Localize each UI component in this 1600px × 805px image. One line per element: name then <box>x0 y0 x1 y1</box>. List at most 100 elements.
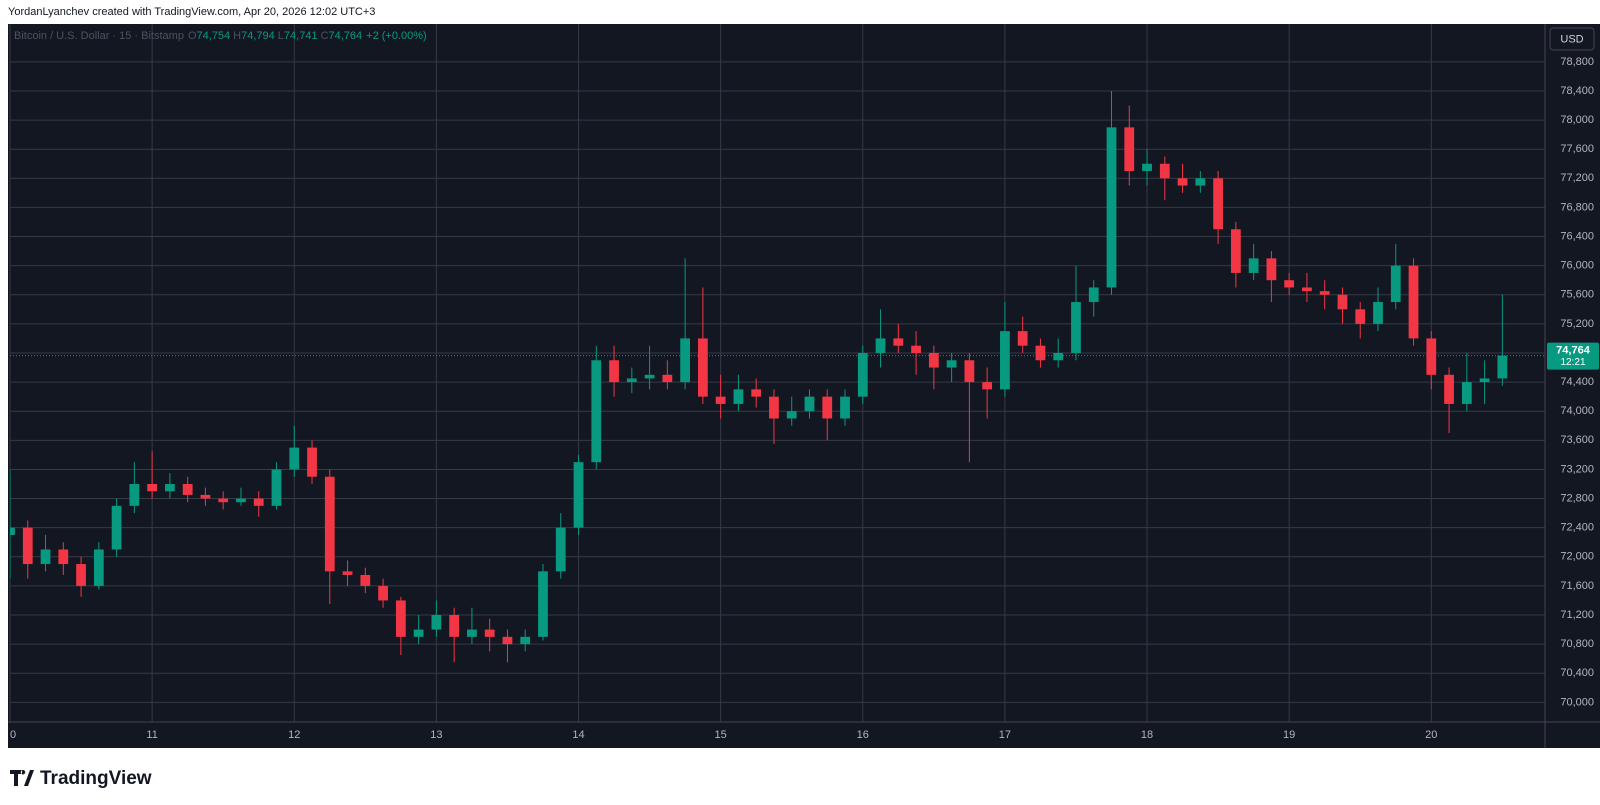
candle-body <box>1373 302 1383 324</box>
x-tick-label: 0 <box>10 729 16 741</box>
y-tick-label: 76,000 <box>1560 260 1594 272</box>
candle-body <box>76 564 86 586</box>
candle-body <box>928 352 939 368</box>
candle-body <box>22 527 33 565</box>
candle-body <box>662 374 673 383</box>
candle-body <box>769 396 779 419</box>
candle-body <box>893 338 904 346</box>
candle-body <box>751 389 762 397</box>
candle-body <box>271 469 282 506</box>
candle-body <box>129 483 140 506</box>
y-tick-label: 72,000 <box>1560 551 1594 563</box>
candle-body <box>182 483 193 495</box>
candle-body <box>360 574 371 586</box>
candle-body <box>1142 163 1152 172</box>
candle-body <box>786 411 797 419</box>
x-tick-label: 15 <box>715 729 727 741</box>
candle-body <box>946 360 957 368</box>
currency-label[interactable]: USD <box>1560 33 1583 45</box>
candle-body <box>165 483 175 492</box>
candle-body <box>1461 382 1472 404</box>
candle-body <box>697 338 708 397</box>
candle-body <box>1355 309 1366 324</box>
candle-body <box>10 527 15 535</box>
candle-body <box>467 629 477 637</box>
candle-body <box>733 389 744 404</box>
y-tick-label: 71,200 <box>1560 609 1594 621</box>
candle-body <box>1017 331 1028 346</box>
y-tick-label: 78,800 <box>1560 56 1594 68</box>
candle-body <box>111 505 122 550</box>
last-price-tag <box>1547 342 1599 370</box>
currency-button[interactable] <box>1549 27 1595 51</box>
candle-body <box>1124 127 1135 172</box>
candle-body <box>1444 374 1454 404</box>
y-tick-label: 78,400 <box>1560 85 1594 97</box>
candle-body <box>609 360 619 383</box>
candle-body <box>538 571 548 637</box>
legend-value: 74,794 <box>241 30 275 42</box>
x-tick-label: 16 <box>857 729 869 741</box>
candle-body <box>715 396 726 404</box>
candle-body <box>520 636 531 645</box>
legend-key: H <box>233 30 241 42</box>
candle-body <box>395 600 406 637</box>
candle-body <box>1106 127 1117 288</box>
y-tick-label: 72,400 <box>1560 522 1594 534</box>
candle-body <box>857 352 868 397</box>
candle-body <box>449 615 460 637</box>
candle-body <box>1248 258 1259 273</box>
y-tick-label: 73,200 <box>1560 463 1594 475</box>
plot: 70,000 70,400 70,800 71,200 71,600 72,000 72,4… <box>8 24 1600 748</box>
candle-body <box>1159 163 1170 179</box>
y-tick-label: 73,600 <box>1560 434 1594 446</box>
candles <box>10 90 1508 663</box>
last-price-label: 74,764 <box>1556 345 1591 357</box>
y-tick-label: 70,800 <box>1560 638 1594 650</box>
y-tick-label: 77,600 <box>1560 143 1594 155</box>
candle-body <box>644 374 655 379</box>
grid <box>9 24 1545 722</box>
candle-body <box>1266 258 1277 281</box>
y-tick-label: 71,600 <box>1560 580 1594 592</box>
chart-background <box>8 24 1600 748</box>
legend: Bitcoin / U.S. Dollar · 15 · Bitstamp O74… <box>14 30 427 42</box>
candle-body <box>822 396 833 419</box>
candle-body <box>1390 265 1401 303</box>
x-tick-label: 17 <box>999 729 1011 741</box>
candle-body <box>555 527 566 572</box>
candle-body <box>964 360 975 383</box>
candle-body <box>840 396 850 419</box>
legend-key: O <box>188 30 197 42</box>
candle-body <box>1337 294 1348 310</box>
candle-body <box>626 378 637 383</box>
candle-body <box>804 396 815 412</box>
x-tick-label: 19 <box>1283 729 1295 741</box>
candle-body <box>1177 178 1188 186</box>
candle-body <box>1497 355 1508 379</box>
y-tick-label: 76,400 <box>1560 230 1594 242</box>
candle-body <box>413 629 424 637</box>
y-tick-label: 76,800 <box>1560 201 1594 213</box>
candle-body <box>1302 287 1312 292</box>
candle-body <box>58 549 69 565</box>
candle-body <box>1213 178 1223 230</box>
candle-body <box>484 629 495 637</box>
candle-body <box>591 360 602 463</box>
candle-body <box>1000 331 1010 390</box>
x-tick-label: 13 <box>430 729 442 741</box>
candle-body <box>1035 345 1046 361</box>
legend-key: L <box>278 30 284 42</box>
candle-body <box>236 498 246 503</box>
y-tick-label: 75,200 <box>1560 318 1594 330</box>
legend-value: 74,741 <box>284 30 318 42</box>
brand-name: TradingView <box>40 768 152 789</box>
candle-body <box>1479 378 1490 383</box>
candle-body <box>911 345 921 353</box>
candle-body <box>1408 265 1419 339</box>
y-tick-label: 77,200 <box>1560 172 1594 184</box>
x-tick-label: 12 <box>288 729 300 741</box>
countdown-label: 12:21 <box>1560 357 1585 368</box>
y-tick-label: 75,600 <box>1560 289 1594 301</box>
